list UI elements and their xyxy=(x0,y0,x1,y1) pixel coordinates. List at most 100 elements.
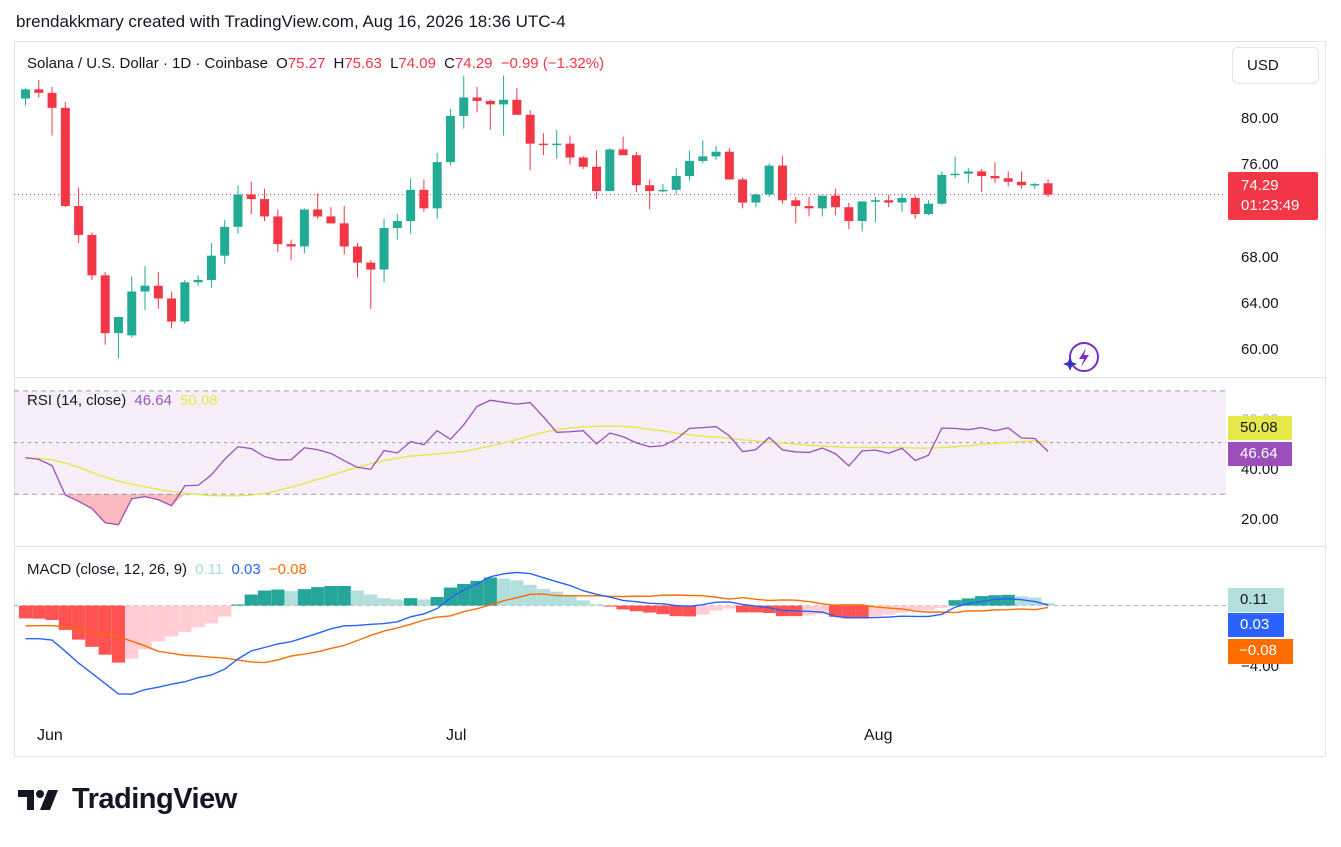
candle-body xyxy=(206,255,216,280)
macd-histogram-bar xyxy=(244,594,258,606)
candle-body xyxy=(379,227,389,270)
macd-histogram-bar xyxy=(98,605,112,655)
candle-body xyxy=(817,195,827,209)
tradingview-logo-icon xyxy=(18,789,58,810)
macd-histogram-bar xyxy=(271,589,285,606)
candle-body xyxy=(777,165,787,201)
macd-histogram-bar xyxy=(151,605,165,642)
candle-body xyxy=(751,194,761,203)
lightning-icon[interactable] xyxy=(1062,340,1100,374)
macd-histogram-bar xyxy=(204,605,219,624)
candle-body xyxy=(353,246,362,263)
macd-histogram-bar xyxy=(85,605,99,647)
candle-body xyxy=(140,285,150,292)
candle-body xyxy=(366,262,376,270)
rsi-tick: 20.00 xyxy=(1241,511,1279,528)
main-legend: Solana / U.S. Dollar · 1D · Coinbase O75… xyxy=(27,55,608,72)
macd-histogram-bar xyxy=(457,583,471,606)
rsi-legend: RSI (14, close) 46.64 50.08 xyxy=(27,392,222,409)
candle-body xyxy=(618,149,628,156)
candle-body xyxy=(950,173,960,176)
candle-body xyxy=(220,226,230,256)
macd-histogram-bar xyxy=(390,599,404,606)
macd-histogram-bar xyxy=(643,605,657,613)
candle-body xyxy=(445,115,455,163)
candle-body xyxy=(313,209,323,217)
candle-body xyxy=(419,189,429,209)
candle-body xyxy=(260,199,270,217)
change-value: −0.99 (−1.32%) xyxy=(500,55,605,72)
candle-body xyxy=(963,171,973,174)
macd-histogram-bar xyxy=(802,605,816,616)
candle-body xyxy=(605,149,615,192)
candle-body xyxy=(631,155,641,186)
macd-histogram-bar xyxy=(589,604,604,606)
currency-button[interactable]: USD xyxy=(1232,47,1319,84)
candle-body xyxy=(34,89,44,93)
candle-body xyxy=(831,195,841,208)
macd-histogram-bar xyxy=(722,605,736,609)
macd-tag: 0.03 xyxy=(1228,613,1284,637)
open-value: 75.27 xyxy=(287,55,326,72)
last-price-value: 74.29 xyxy=(1241,177,1279,194)
candle-body xyxy=(578,157,588,167)
candle-body xyxy=(459,97,469,116)
macd-histogram-bar xyxy=(32,605,46,619)
macd-histogram-bar xyxy=(483,577,497,606)
candle-body xyxy=(127,291,137,336)
candle-body xyxy=(392,221,402,228)
time-label-jul: Jul xyxy=(446,727,467,744)
symbol-title[interactable]: Solana / U.S. Dollar · 1D · Coinbase xyxy=(27,55,268,72)
candle-body xyxy=(499,99,509,105)
candle-body xyxy=(977,171,987,176)
macd-pane-separator[interactable] xyxy=(14,546,1326,547)
low-value: 74.09 xyxy=(398,55,436,72)
tradingview-logo[interactable]: TradingView xyxy=(18,783,237,816)
macd-histogram-bar xyxy=(961,598,975,606)
macd-histogram-bar xyxy=(1014,596,1029,606)
price-tick: 76.00 xyxy=(1241,156,1279,173)
rsi-ma-value: 50.08 xyxy=(180,392,218,409)
macd-signal-line xyxy=(25,593,1049,664)
candle-body xyxy=(1030,184,1040,186)
macd-histogram-bar xyxy=(523,584,537,606)
rsi-pane-separator[interactable] xyxy=(14,377,1326,378)
macd-histogram-bar xyxy=(350,590,365,606)
low-label: L xyxy=(390,55,399,72)
price-tick: 60.00 xyxy=(1241,341,1279,358)
macd-histogram-bar xyxy=(231,604,245,606)
rsi-title[interactable]: RSI (14, close) xyxy=(27,392,127,409)
macd-hist-tag: 0.11 xyxy=(1228,588,1284,612)
candle-body xyxy=(1017,181,1026,186)
candle-body xyxy=(432,162,442,209)
macd-title[interactable]: MACD (close, 12, 26, 9) xyxy=(27,561,188,578)
macd-histogram-bar xyxy=(404,598,418,606)
macd-histogram-bar xyxy=(496,578,511,606)
candle-body xyxy=(857,201,867,222)
candle-body xyxy=(738,179,748,203)
candle-body xyxy=(658,189,668,192)
candle-body xyxy=(299,209,309,247)
candle-body xyxy=(193,279,203,283)
candle-body xyxy=(326,216,336,224)
macd-histogram-bar xyxy=(988,595,1002,606)
macd-signal-tag: −0.08 xyxy=(1228,639,1293,664)
macd-histogram-bar xyxy=(164,605,179,637)
macd-histogram-bar xyxy=(855,605,869,619)
candle-body xyxy=(21,89,30,99)
macd-histogram-bar xyxy=(510,580,524,606)
macd-histogram-bar xyxy=(749,605,763,613)
macd-histogram-bar xyxy=(696,605,710,615)
macd-histogram-bar xyxy=(868,605,883,617)
candle-body xyxy=(924,203,934,215)
macd-histogram-bar xyxy=(364,594,378,606)
candle-body xyxy=(339,223,349,247)
candle-body xyxy=(884,200,894,203)
candle-body xyxy=(74,206,84,235)
macd-value: 0.03 xyxy=(231,561,261,578)
candle-body xyxy=(592,166,602,192)
macd-histogram-bar xyxy=(191,605,205,628)
rsi-tag: 46.64 xyxy=(1228,442,1292,466)
macd-histogram-bar xyxy=(324,585,338,606)
